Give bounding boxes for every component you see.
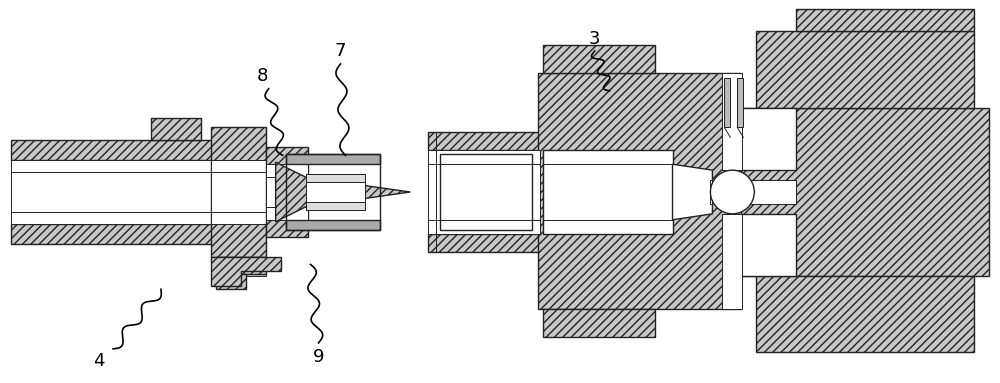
Bar xyxy=(737,78,743,128)
Ellipse shape xyxy=(710,170,754,214)
Bar xyxy=(11,224,231,244)
Polygon shape xyxy=(673,164,712,220)
Bar xyxy=(151,118,201,141)
Bar xyxy=(216,274,246,289)
Bar xyxy=(286,220,380,230)
Bar xyxy=(710,180,712,204)
Bar xyxy=(286,154,380,230)
Bar xyxy=(741,108,989,277)
Bar xyxy=(722,214,742,309)
Bar xyxy=(724,78,730,128)
Bar xyxy=(538,73,741,309)
Bar xyxy=(428,234,540,252)
Bar xyxy=(211,160,266,224)
Bar xyxy=(741,180,796,204)
Bar xyxy=(266,147,308,237)
Bar xyxy=(722,73,742,170)
Bar xyxy=(796,9,974,31)
Text: 3: 3 xyxy=(589,30,600,48)
Bar xyxy=(543,309,655,337)
Polygon shape xyxy=(211,257,281,286)
Bar xyxy=(440,154,532,230)
Bar xyxy=(428,150,540,234)
Bar xyxy=(11,141,231,160)
Bar xyxy=(11,160,231,224)
Polygon shape xyxy=(741,214,796,277)
Text: 7: 7 xyxy=(335,42,346,60)
Bar xyxy=(216,257,266,277)
Polygon shape xyxy=(276,162,410,222)
Text: 4: 4 xyxy=(93,352,105,370)
Text: 9: 9 xyxy=(313,348,324,366)
Text: 8: 8 xyxy=(257,67,268,85)
Bar xyxy=(428,133,540,150)
Bar xyxy=(266,164,308,220)
Polygon shape xyxy=(741,108,796,170)
Bar xyxy=(306,174,365,210)
Bar xyxy=(306,182,365,202)
Bar xyxy=(286,154,380,164)
Bar xyxy=(756,277,974,352)
Bar xyxy=(543,150,673,234)
Bar xyxy=(216,257,266,274)
Bar xyxy=(211,128,266,257)
Bar xyxy=(756,31,974,108)
Bar xyxy=(741,180,754,204)
Bar xyxy=(543,45,655,73)
